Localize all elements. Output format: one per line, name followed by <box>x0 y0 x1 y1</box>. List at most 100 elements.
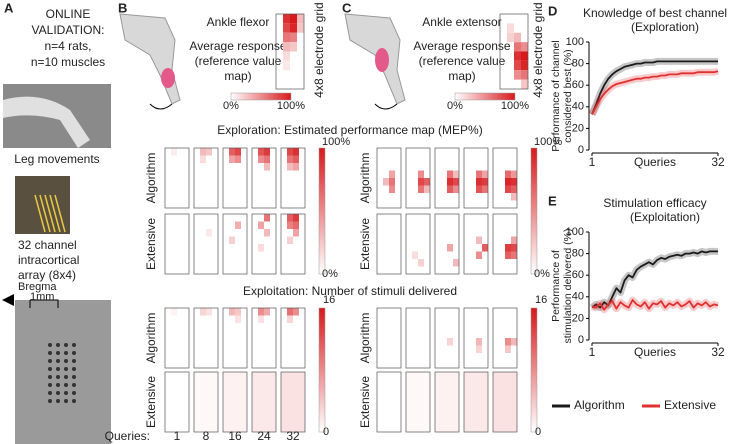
brain-photo <box>15 300 111 444</box>
queries-tick: 8 <box>203 429 210 443</box>
y-tick-label: 100 <box>566 36 584 48</box>
map-frame <box>193 147 219 209</box>
electrode <box>64 391 68 395</box>
map-frame <box>492 371 518 433</box>
map-cell <box>290 42 297 52</box>
muscle-name: Ankle extensor <box>422 15 501 29</box>
y-tick-label: 80 <box>572 58 584 70</box>
y-tick-label: 60 <box>572 79 584 91</box>
map-caption: map) <box>224 69 251 83</box>
map-frame <box>193 307 219 369</box>
map-cell <box>229 308 235 316</box>
map-cell <box>521 79 528 89</box>
map-cell <box>258 155 264 163</box>
electrode <box>72 367 76 371</box>
panel-a-text: n=4 rats, <box>44 39 91 53</box>
map-frame <box>405 307 431 369</box>
map-caption: (reference value <box>419 54 506 68</box>
map-cell <box>389 170 395 178</box>
map-frame <box>499 13 529 90</box>
muscle-highlight <box>375 48 389 72</box>
chart-subtitle: (Exploration) <box>631 20 699 34</box>
y-tick-label: 40 <box>572 291 584 303</box>
colorbar-label: 0% <box>223 100 239 112</box>
map-cell <box>229 148 235 156</box>
map-cell <box>283 42 290 52</box>
map-cell <box>511 236 517 244</box>
colorbar <box>454 92 516 101</box>
map-cell <box>293 214 299 222</box>
map-cell <box>200 148 206 156</box>
x-tick-label: 32 <box>711 345 725 359</box>
map-cell <box>493 372 517 432</box>
map-cell <box>264 163 270 171</box>
colorbar-label: 0 <box>535 426 541 438</box>
map-cell <box>476 170 482 178</box>
line <box>591 60 718 115</box>
map-frame <box>251 213 277 275</box>
electrode <box>56 351 60 355</box>
map-caption: Average response <box>413 39 511 53</box>
map-cell <box>482 244 488 252</box>
y-tick-label: 40 <box>572 101 584 113</box>
colorbar-label: 0% <box>322 268 338 280</box>
map-cell <box>293 308 299 316</box>
map-cell <box>293 155 299 163</box>
bregma-arrow <box>2 294 14 306</box>
electrode <box>72 383 76 387</box>
leg-silhouette <box>119 13 181 105</box>
map-frame <box>251 147 277 209</box>
panel-letter: E <box>548 193 557 208</box>
map-frame <box>222 307 248 369</box>
map-cell <box>200 308 206 316</box>
map-caption: (reference value <box>195 54 282 68</box>
map-cell <box>511 244 517 252</box>
map-cell <box>511 251 517 259</box>
line <box>591 250 718 309</box>
map-cell <box>293 221 299 229</box>
row-label: Algorithm <box>144 153 158 204</box>
map-cell <box>283 32 290 43</box>
map-cell <box>521 42 528 52</box>
map-cell <box>476 178 482 186</box>
colorbar-label: 100% <box>501 100 529 112</box>
map-cell <box>287 155 293 163</box>
electrode <box>64 399 68 403</box>
map-cell <box>514 70 521 80</box>
panel-letter: D <box>548 3 557 18</box>
map-cell <box>287 315 293 323</box>
map-frame <box>222 371 248 433</box>
chart-subtitle: (Exploitation) <box>630 210 700 224</box>
y-axis-label: Performance of channel <box>550 40 562 151</box>
map-cell <box>287 236 293 244</box>
panel-a-text: n=10 muscles <box>31 55 105 69</box>
map-cell <box>521 51 528 61</box>
electrode <box>72 375 76 379</box>
electrode <box>48 359 52 363</box>
map-cell <box>507 32 514 43</box>
leg-shape <box>3 96 90 148</box>
y-tick-label: 60 <box>572 269 584 281</box>
map-frame <box>280 307 306 369</box>
map-cell <box>447 170 453 178</box>
colorbar-label: 100% <box>277 100 305 112</box>
map-cell <box>297 23 304 33</box>
electrode <box>64 383 68 387</box>
map-cell <box>453 259 459 267</box>
map-cell <box>229 236 235 244</box>
scale-bar <box>29 299 59 308</box>
map-cell <box>507 23 514 33</box>
map-caption: map) <box>448 69 475 83</box>
map-cell <box>264 308 270 316</box>
map-cell <box>514 42 521 52</box>
map-frame <box>376 147 402 209</box>
electrode <box>56 399 60 403</box>
map-cell <box>521 60 528 71</box>
panel-letter: A <box>4 0 14 15</box>
map-cell <box>206 148 212 156</box>
electrode <box>56 359 60 363</box>
electrode <box>56 343 60 347</box>
map-cell <box>287 221 293 229</box>
map-caption: Average response <box>189 39 287 53</box>
colorbar-label: 0% <box>447 100 463 112</box>
